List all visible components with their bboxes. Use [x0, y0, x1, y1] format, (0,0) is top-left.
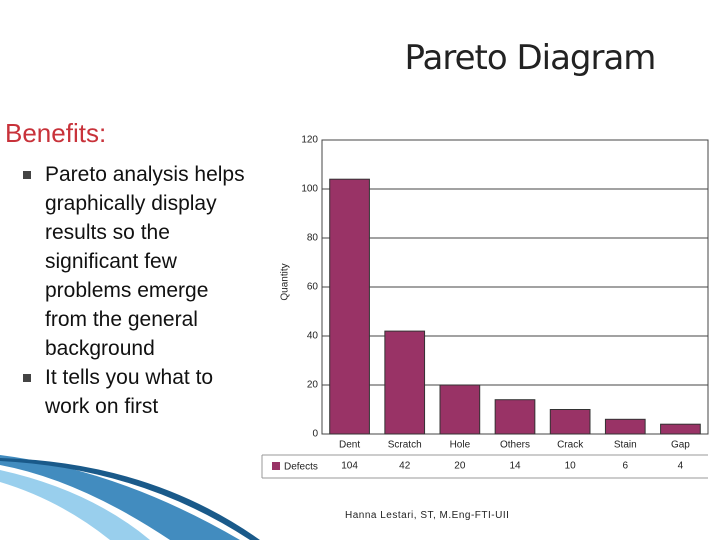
slide-title: Pareto Diagram — [404, 38, 657, 78]
y-tick-label: 0 — [312, 429, 318, 440]
bar — [549, 409, 591, 435]
y-tick-label: 120 — [301, 135, 318, 146]
heading: Benefits: — [5, 118, 107, 148]
bar — [660, 423, 701, 435]
table-value: 42 — [399, 461, 411, 472]
bar — [384, 330, 426, 435]
bar — [329, 178, 370, 435]
x-tick-label: Hole — [450, 440, 471, 451]
bar — [439, 384, 481, 435]
table-value: 6 — [623, 461, 629, 472]
x-tick-label: Gap — [671, 440, 690, 451]
x-tick-label: Crack — [557, 440, 584, 451]
x-tick-label: Stain — [614, 440, 637, 451]
table-value: 104 — [341, 461, 358, 472]
y-tick-label: 80 — [307, 233, 319, 244]
y-tick-label: 40 — [307, 331, 319, 342]
decoration — [0, 455, 260, 540]
footer: Hanna Lestari, ST, M.Eng-FTI-UII — [345, 510, 510, 521]
x-tick-label: Others — [500, 440, 530, 451]
legend-label: Defects — [284, 462, 318, 473]
y-axis-label: Quantity — [280, 263, 291, 300]
table-value: 20 — [454, 461, 466, 472]
y-tick-label: 20 — [307, 380, 319, 391]
table-value: 14 — [509, 461, 521, 472]
table-value: 10 — [565, 461, 577, 472]
bullet-list: Pareto analysis helps graphically displa… — [23, 160, 245, 421]
bar — [604, 418, 646, 435]
bullet: Pareto analysis helps graphically displa… — [23, 160, 245, 363]
y-tick-label: 100 — [301, 184, 318, 195]
y-tick-label: 60 — [307, 282, 319, 293]
bar — [494, 399, 536, 435]
legend-swatch — [272, 462, 280, 470]
x-tick-label: Dent — [339, 440, 360, 451]
x-tick-label: Scratch — [388, 440, 422, 451]
table-value: 4 — [678, 461, 684, 472]
bullet: It tells you what to work on first — [23, 363, 245, 421]
